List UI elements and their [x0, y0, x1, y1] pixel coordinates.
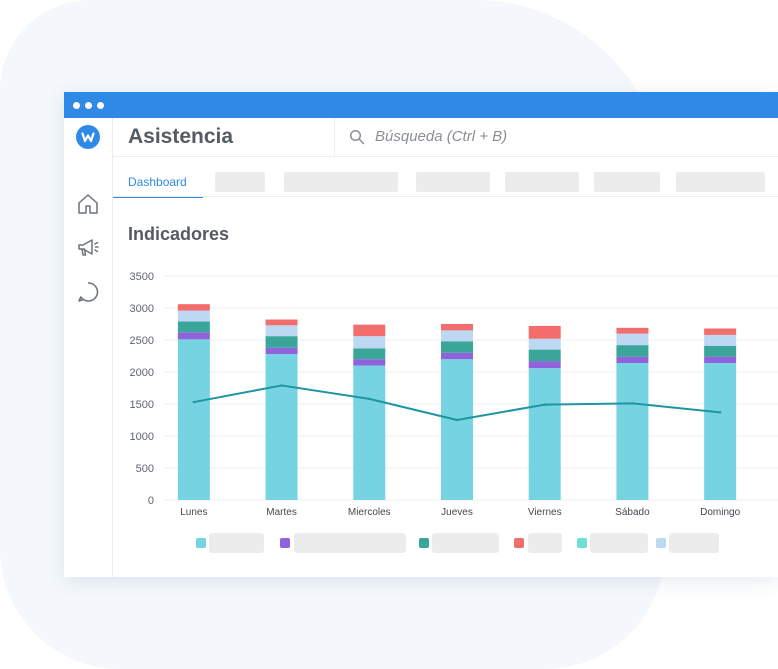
- header-divider: [112, 156, 778, 157]
- tab-placeholder[interactable]: [416, 172, 490, 192]
- w-logo-icon[interactable]: [76, 125, 100, 149]
- tab-placeholder[interactable]: [505, 172, 579, 192]
- legend-swatch: [514, 538, 524, 548]
- bar-segment: [616, 363, 649, 500]
- y-tick-label: 3500: [130, 271, 154, 283]
- y-tick-label: 1000: [130, 431, 154, 443]
- bar-segment: [616, 345, 649, 357]
- bar-segment: [177, 321, 210, 333]
- legend-label-placeholder: [294, 533, 406, 553]
- search-bar[interactable]: Búsqueda (Ctrl + B): [334, 118, 778, 156]
- bar-segment: [265, 325, 298, 337]
- x-tick-label: Viernes: [528, 507, 562, 518]
- bar-segment: [704, 356, 737, 364]
- page-title: Asistencia: [128, 125, 234, 148]
- legend-label-placeholder: [669, 533, 719, 553]
- y-tick-label: 500: [136, 463, 154, 475]
- window-dot: [97, 102, 104, 109]
- line-point: [368, 397, 371, 401]
- line-point: [455, 418, 459, 422]
- bar-segment: [265, 347, 298, 355]
- app-window: Asistencia Búsqueda (Ctrl + B) Dashboard…: [64, 92, 778, 577]
- y-tick-label: 2000: [130, 367, 154, 379]
- chat-icon[interactable]: [76, 280, 100, 304]
- bar-segment: [528, 361, 561, 369]
- line-point: [543, 403, 546, 406]
- bar-segment: [528, 368, 561, 500]
- sidebar: [64, 118, 113, 577]
- bar-segment: [528, 338, 561, 350]
- bar-segment: [441, 324, 473, 331]
- home-icon[interactable]: [76, 192, 100, 216]
- legend-label-placeholder: [590, 533, 648, 553]
- bar-segment: [177, 310, 210, 322]
- tab-placeholder[interactable]: [215, 172, 265, 192]
- x-tick-label: Lunes: [180, 507, 207, 518]
- bar-segment: [177, 339, 210, 500]
- x-tick-label: Domingo: [700, 507, 740, 518]
- legend-label-placeholder: [528, 533, 562, 553]
- search-icon: [349, 129, 365, 145]
- legend-swatch: [656, 538, 666, 548]
- bar-segment: [704, 334, 737, 346]
- bar-segment: [353, 348, 386, 360]
- line-point: [192, 400, 196, 404]
- bar-segment: [704, 328, 737, 335]
- tab-placeholder[interactable]: [676, 172, 765, 192]
- bar-segment: [353, 359, 386, 366]
- bar-segment: [177, 332, 210, 340]
- tabs-divider: [112, 196, 778, 197]
- tab-dashboard[interactable]: Dashboard: [113, 172, 203, 198]
- bar-segment: [265, 319, 298, 326]
- window-dot: [73, 102, 80, 109]
- y-tick-label: 1500: [130, 399, 154, 411]
- y-tick-label: 2500: [130, 335, 154, 347]
- bar-segment: [704, 363, 737, 500]
- tab-placeholder[interactable]: [594, 172, 660, 192]
- window-titlebar: [64, 92, 778, 118]
- bar-segment: [441, 341, 473, 353]
- line-point: [631, 402, 634, 405]
- y-tick-label: 3000: [130, 303, 154, 315]
- x-tick-label: Sábado: [615, 507, 650, 518]
- bar-segment: [353, 336, 386, 349]
- line-point: [718, 411, 722, 414]
- legend-swatch: [196, 538, 206, 548]
- x-tick-label: Jueves: [441, 507, 473, 518]
- bar-segment: [528, 325, 561, 339]
- bar-segment: [528, 349, 561, 362]
- line-point: [280, 384, 283, 387]
- x-tick-label: Martes: [266, 507, 297, 518]
- tab-placeholder[interactable]: [284, 172, 398, 192]
- search-input[interactable]: Búsqueda (Ctrl + B): [375, 128, 508, 145]
- bar-segment: [353, 365, 386, 500]
- y-tick-label: 0: [148, 495, 154, 507]
- legend-label-placeholder: [432, 533, 499, 553]
- megaphone-icon[interactable]: [76, 236, 100, 260]
- tab-label: Dashboard: [128, 175, 187, 189]
- bar-segment: [704, 345, 737, 357]
- bar-segment: [177, 304, 210, 311]
- bar-segment: [616, 356, 649, 364]
- bar-segment: [265, 354, 298, 500]
- legend-swatch: [577, 538, 587, 548]
- legend-swatch: [280, 538, 290, 548]
- legend-label-placeholder: [209, 533, 264, 553]
- stacked-bar-chart: 0 500 1000 1500 2000 2500 3000 3500 Lunes Martes M…: [130, 271, 778, 518]
- bar-segment: [441, 359, 473, 500]
- window-dot: [85, 102, 92, 109]
- bar-segment: [616, 333, 649, 346]
- bar-segment: [353, 324, 386, 337]
- section-title: Indicadores: [128, 224, 230, 244]
- legend-swatch: [419, 538, 429, 548]
- bar-segment: [265, 336, 298, 348]
- x-tick-label: Miercoles: [348, 507, 391, 518]
- bar-segment: [441, 352, 473, 360]
- bar-segment: [441, 330, 473, 342]
- bar-segment: [616, 327, 649, 334]
